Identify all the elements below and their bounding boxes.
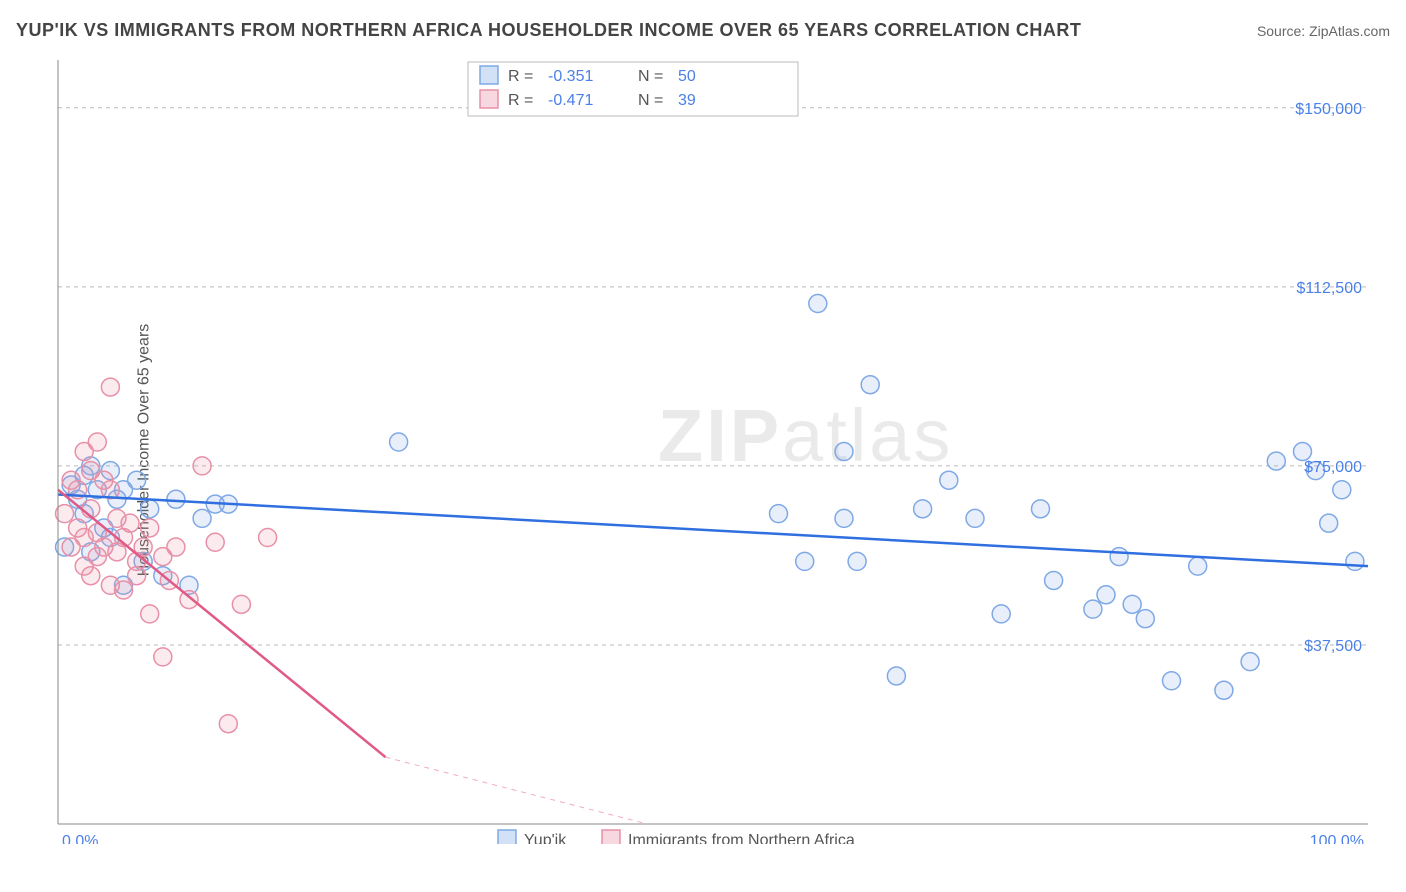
legend-n-label: N = (638, 68, 663, 85)
data-point (848, 552, 866, 570)
chart-source: Source: ZipAtlas.com (1257, 23, 1390, 39)
legend-n-label: N = (638, 92, 663, 109)
chart-header: YUP'IK VS IMMIGRANTS FROM NORTHERN AFRIC… (16, 20, 1390, 41)
data-point (1241, 653, 1259, 671)
data-point (121, 514, 139, 532)
data-point (1123, 595, 1141, 613)
data-point (770, 505, 788, 523)
y-tick-label: $37,500 (1304, 638, 1362, 655)
data-point (1215, 681, 1233, 699)
data-point (128, 567, 146, 585)
data-point (887, 667, 905, 685)
trend-line-ext (386, 757, 648, 824)
data-point (1032, 500, 1050, 518)
data-point (914, 500, 932, 518)
data-point (141, 500, 159, 518)
legend-r-value: -0.351 (548, 68, 593, 85)
data-point (115, 581, 133, 599)
y-tick-label: $112,500 (1296, 280, 1362, 297)
legend-n-value: 50 (678, 68, 696, 85)
trend-line (58, 495, 1368, 567)
data-point (809, 295, 827, 313)
legend-series-label: Immigrants from Northern Africa (628, 832, 855, 844)
y-tick-label: $150,000 (1295, 101, 1362, 118)
data-point (219, 715, 237, 733)
data-point (167, 490, 185, 508)
x-max-label: 100.0% (1310, 833, 1364, 844)
data-point (180, 591, 198, 609)
data-point (940, 471, 958, 489)
data-point (1333, 481, 1351, 499)
legend-swatch (480, 90, 498, 108)
data-point (390, 433, 408, 451)
data-point (835, 509, 853, 527)
data-point (1189, 557, 1207, 575)
data-point (232, 595, 250, 613)
legend-r-label: R = (508, 68, 533, 85)
legend-r-label: R = (508, 92, 533, 109)
data-point (141, 605, 159, 623)
data-point (128, 471, 146, 489)
data-point (141, 519, 159, 537)
data-point (796, 552, 814, 570)
data-point (1163, 672, 1181, 690)
legend-series-label: Yup'ik (524, 832, 567, 844)
data-point (259, 529, 277, 547)
chart-svg: ZIPatlas $37,500$75,000$112,500$150,000 … (48, 56, 1388, 844)
source-name: ZipAtlas.com (1309, 23, 1390, 39)
legend-swatch (602, 830, 620, 844)
data-point (1084, 600, 1102, 618)
legend-swatch (480, 66, 498, 84)
chart-title: YUP'IK VS IMMIGRANTS FROM NORTHERN AFRIC… (16, 20, 1081, 41)
data-point (193, 509, 211, 527)
data-point (1267, 452, 1285, 470)
data-point (1110, 548, 1128, 566)
data-point (966, 509, 984, 527)
data-point (1097, 586, 1115, 604)
data-point (88, 433, 106, 451)
data-point (1346, 552, 1364, 570)
legend-swatch (498, 830, 516, 844)
data-point (992, 605, 1010, 623)
data-point (154, 648, 172, 666)
data-point (861, 376, 879, 394)
data-point (1320, 514, 1338, 532)
legend-r-value: -0.471 (548, 92, 593, 109)
data-point (101, 378, 119, 396)
data-point (193, 457, 211, 475)
x-min-label: 0.0% (62, 833, 98, 844)
data-point (1136, 610, 1154, 628)
data-point (82, 567, 100, 585)
data-point (206, 533, 224, 551)
watermark: ZIPatlas (658, 394, 953, 477)
data-point (835, 443, 853, 461)
legend-n-value: 39 (678, 92, 696, 109)
data-point (1294, 443, 1312, 461)
plot-area: Householder Income Over 65 years ZIPatla… (48, 56, 1388, 844)
data-point (1045, 571, 1063, 589)
y-tick-label: $75,000 (1304, 459, 1362, 476)
data-point (167, 538, 185, 556)
source-label: Source: (1257, 23, 1305, 39)
